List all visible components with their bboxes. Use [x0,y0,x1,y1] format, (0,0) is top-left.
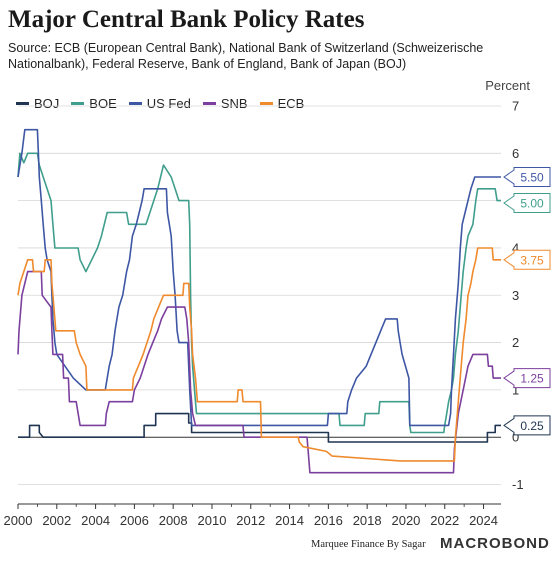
legend-swatch-snb [202,102,216,105]
y-tick-label: 1 [512,382,519,397]
end-label-box [503,249,551,270]
legend-item-ecb: ECB [259,96,305,111]
series-line-snb [17,270,501,474]
legend-swatch-boj [16,102,29,105]
end-label-box [503,368,551,389]
x-tick-label: 2008 [159,513,188,528]
end-value-label: 5.50 [520,170,544,184]
y-axis-unit-label: Percent [485,78,530,93]
legend-label-boe: BOE [89,96,117,111]
x-tick-label: 2000 [4,513,33,528]
x-tick-label: 2010 [198,513,227,528]
end-value-label: 3.75 [520,253,544,267]
x-tick-label: 2018 [353,513,382,528]
y-tick-label: 0 [512,430,519,445]
legend-swatch-boe [71,102,85,105]
legend-swatch-ecb [259,102,273,105]
x-tick-label: 2020 [391,513,420,528]
x-tick-label: 2022 [430,513,459,528]
end-label-box [503,415,551,436]
legend-label-snb: SNB [220,96,248,111]
end-label-box [503,166,551,187]
x-tick-label: 2004 [81,513,110,528]
footer-credit: Marquee Finance By Sagar [311,539,426,550]
x-tick-label: 2014 [275,513,304,528]
chart-subtitle: Source: ECB (European Central Bank), Nat… [8,41,484,71]
x-tick-label: 2024 [469,513,498,528]
y-tick-label: 3 [512,288,519,303]
macrobond-logo: MACROBOND [440,535,550,552]
y-tick-label: 4 [512,240,519,255]
series-line-boe [17,152,501,434]
chart-title: Major Central Bank Policy Rates [8,6,365,33]
y-tick-label: 6 [512,146,519,161]
y-tick-label: -1 [512,477,524,492]
legend-item-boe: BOE [71,96,117,111]
end-label-box [503,193,551,213]
end-value-label: 0.25 [520,419,544,433]
y-tick-label: 2 [512,335,519,350]
x-tick-label: 2002 [42,513,71,528]
x-tick-label: 2016 [314,513,343,528]
x-tick-label: 2006 [120,513,149,528]
legend-label-ecb: ECB [277,96,305,111]
legend-item-boj: BOJ [16,96,59,111]
y-tick-label: 7 [512,99,519,114]
legend-item-us-fed: US Fed [128,96,191,111]
x-tick-label: 2012 [236,513,265,528]
legend-label-boj: BOJ [34,96,60,111]
end-value-label: 1.25 [520,372,544,386]
series-line-ecb [17,247,501,462]
end-value-label: 5.00 [520,197,544,211]
legend-swatch-us-fed [128,102,142,105]
chart-legend: BOJ BOE US Fed SNB ECB [16,96,304,111]
legend-item-snb: SNB [202,96,248,111]
series-line-boj [18,412,501,443]
series-line-us-fed [17,128,501,427]
legend-label-us-fed: US Fed [146,96,191,111]
